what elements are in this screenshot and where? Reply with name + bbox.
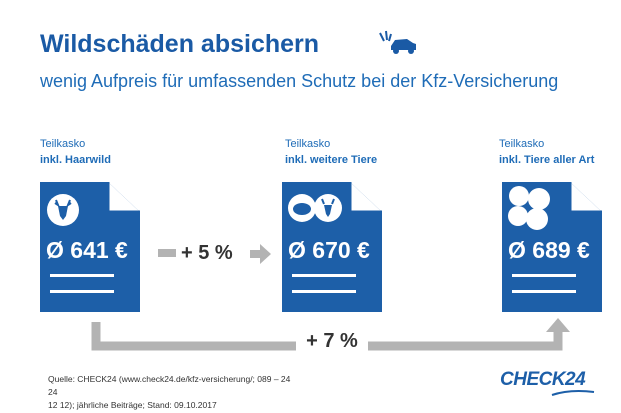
step-increase-label: + 5 % — [158, 242, 273, 266]
column-head-alle-tiere: Teilkasko inkl. Tiere aller Art — [499, 138, 595, 166]
deer-icon — [314, 194, 342, 222]
price-document-haarwild: Ø 641 € — [40, 182, 140, 312]
car-collision-icon — [379, 30, 416, 54]
boar-icon — [508, 206, 528, 226]
overall-increase-label: + 7 % — [296, 330, 368, 353]
price-value: Ø 670 € — [288, 237, 370, 263]
arrow-right-icon — [250, 244, 271, 264]
source-note: Quelle: CHECK24 (www.check24.de/kfz-vers… — [48, 374, 291, 410]
page-title: Wildschäden absichern — [40, 30, 320, 58]
bird-icon — [509, 186, 529, 206]
price-document-weitere-tiere: Ø 670 € — [282, 182, 382, 312]
fox-icon — [528, 188, 550, 210]
brand-logo: CHECK24 — [500, 369, 586, 390]
price-value: Ø 689 € — [508, 237, 590, 263]
gray-bar-icon — [158, 249, 176, 257]
price-document-alle-tiere: Ø 689 € — [502, 182, 602, 312]
deer-icon — [47, 194, 79, 226]
column-head-haarwild: Teilkasko inkl. Haarwild — [40, 138, 111, 166]
logo-swoosh-icon — [551, 390, 595, 396]
price-value: Ø 641 € — [46, 237, 128, 263]
column-head-weitere-tiere: Teilkasko inkl. weitere Tiere — [285, 138, 378, 166]
page-subtitle: wenig Aufpreis für umfassenden Schutz be… — [40, 71, 559, 91]
boar-icon — [288, 194, 316, 222]
deer-icon — [526, 208, 548, 230]
